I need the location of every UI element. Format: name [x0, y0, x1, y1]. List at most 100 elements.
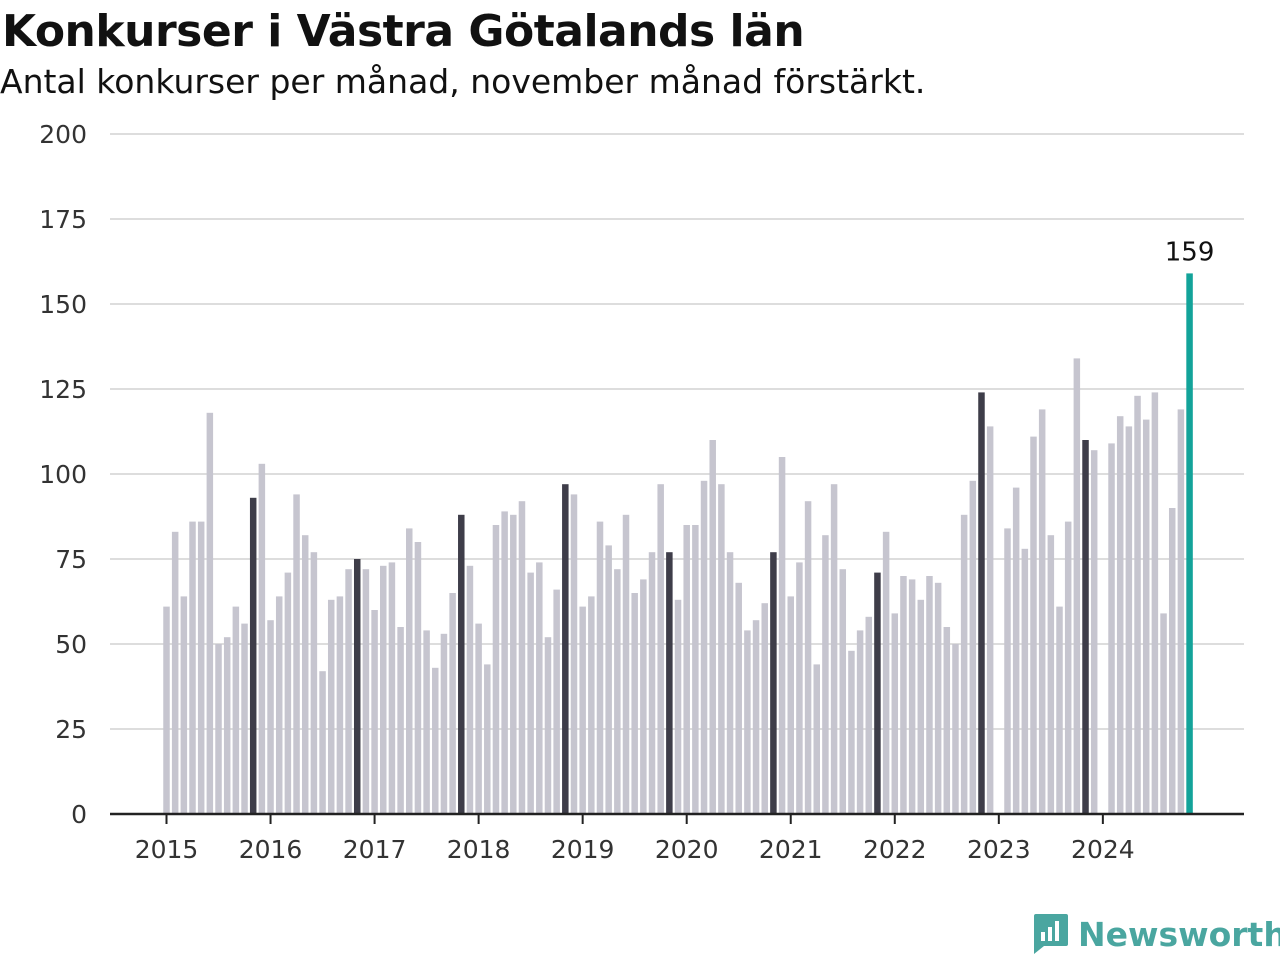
bar [206, 412, 214, 814]
bar [674, 599, 682, 814]
annotations: 159 [1165, 237, 1215, 267]
latest-value-label: 159 [1165, 237, 1215, 267]
bar [1073, 358, 1081, 814]
bar [284, 572, 292, 814]
bar [813, 664, 820, 814]
bar [475, 623, 482, 814]
bar [683, 525, 690, 814]
bar [1038, 409, 1046, 814]
bar [917, 599, 925, 814]
x-tick-label: 2023 [967, 835, 1031, 864]
x-tick-label: 2019 [551, 835, 615, 864]
bar [692, 525, 699, 814]
bar [171, 531, 179, 814]
bar-november [1082, 440, 1089, 814]
bar [579, 606, 586, 814]
bar [510, 514, 517, 814]
bar [336, 596, 344, 814]
bar [926, 576, 933, 814]
bar [891, 613, 899, 814]
y-tick-label: 200 [39, 120, 87, 149]
bar [301, 535, 309, 814]
bar [1004, 528, 1011, 814]
bar-november [978, 392, 985, 814]
bar [900, 576, 907, 814]
y-tick-label: 125 [39, 375, 87, 404]
y-tick-label: 75 [55, 545, 87, 574]
bar [614, 569, 621, 814]
bar [1056, 606, 1063, 814]
bar [1116, 416, 1124, 814]
bar [718, 484, 725, 814]
x-tick-label: 2022 [863, 835, 927, 864]
bar [1168, 508, 1176, 814]
bar [432, 667, 439, 814]
bar [865, 616, 873, 814]
x-tick-label: 2016 [239, 835, 303, 864]
bar [536, 562, 543, 814]
bar [657, 484, 664, 814]
x-tick-label: 2024 [1071, 835, 1135, 864]
bar [406, 528, 413, 814]
y-tick-label: 175 [39, 205, 87, 234]
bar [1151, 392, 1159, 814]
bar [215, 644, 222, 814]
bar [414, 542, 422, 814]
bar [1064, 521, 1072, 814]
chart-subtitle: Antal konkurser per månad, november måna… [0, 62, 926, 101]
bar [232, 606, 240, 814]
bar [726, 552, 734, 814]
bar-november [666, 552, 673, 814]
bar [908, 579, 916, 814]
bar [934, 582, 942, 814]
bar [362, 569, 370, 814]
bar [267, 620, 274, 814]
bar-november [249, 497, 257, 814]
bar [544, 637, 552, 814]
bar [1160, 613, 1167, 814]
bar [778, 457, 786, 814]
bar [969, 480, 977, 814]
bar [423, 630, 430, 814]
x-tick-label: 2021 [759, 835, 823, 864]
bar [640, 579, 647, 814]
bar-november [770, 552, 777, 814]
x-tick-label: 2015 [135, 835, 199, 864]
bar [943, 627, 951, 814]
y-axis: 0 25 50 75 100 125 150 175 200 [39, 120, 87, 829]
bar [882, 531, 890, 814]
bar [1134, 395, 1141, 814]
bar [1125, 426, 1133, 814]
bar [310, 552, 318, 814]
bar [986, 426, 994, 814]
bar [258, 463, 266, 814]
x-tick-label: 2018 [447, 835, 511, 864]
bar [648, 552, 656, 814]
bar-november [562, 484, 569, 814]
bar [275, 596, 283, 814]
bar [1047, 535, 1055, 814]
bar [319, 671, 326, 814]
bar [553, 589, 560, 814]
bar [700, 480, 708, 814]
brand-name: Newsworthy [1078, 914, 1280, 954]
bar [822, 535, 829, 814]
y-tick-label: 25 [55, 715, 87, 744]
bar [388, 562, 396, 814]
bar [484, 664, 491, 814]
bar [371, 610, 378, 814]
bar-latest [1186, 273, 1193, 814]
bar [380, 565, 387, 814]
bar [588, 596, 595, 814]
y-tick-label: 50 [55, 630, 87, 659]
bar [241, 623, 248, 814]
bar-november [874, 572, 881, 814]
bar [856, 630, 864, 814]
bar [570, 494, 578, 814]
chart-title: Konkurser i Västra Götalands län [2, 6, 805, 57]
bar [1142, 419, 1150, 814]
bar [631, 593, 638, 814]
bar [1030, 436, 1037, 814]
bar [197, 521, 205, 814]
